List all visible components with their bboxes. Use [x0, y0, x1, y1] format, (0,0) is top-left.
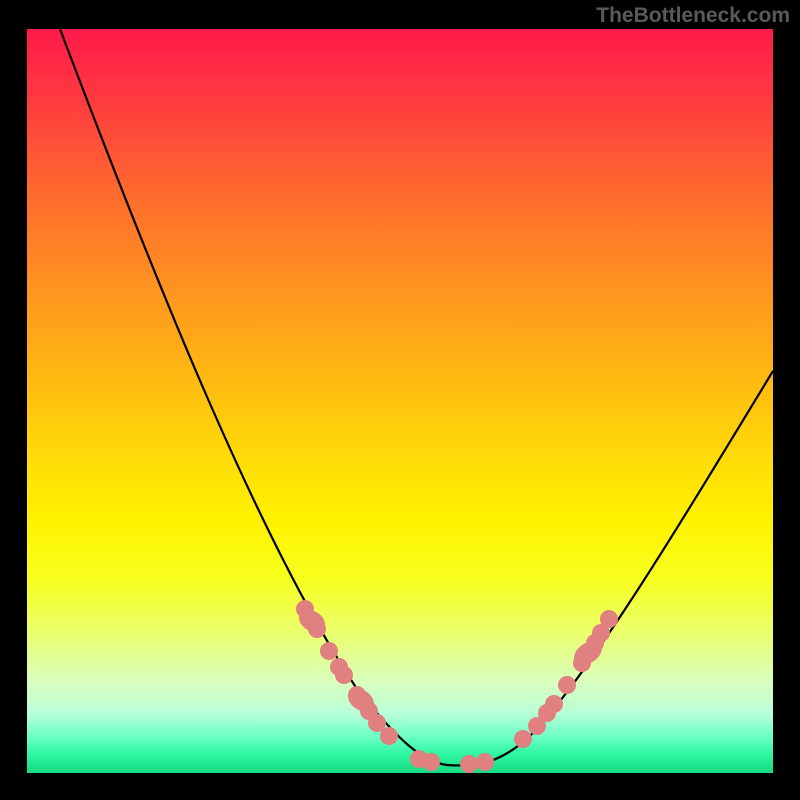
data-marker [545, 695, 563, 713]
data-marker [320, 642, 338, 660]
chart-area [27, 29, 773, 773]
data-marker [600, 610, 618, 628]
data-marker [380, 727, 398, 745]
marker-group [295, 600, 618, 773]
data-marker [460, 755, 478, 773]
data-marker [335, 666, 353, 684]
bottleneck-curve [60, 29, 773, 766]
data-marker [558, 676, 576, 694]
data-marker [422, 753, 440, 771]
data-marker [514, 730, 532, 748]
data-marker [476, 753, 494, 771]
chart-svg [27, 29, 773, 773]
watermark-text: TheBottleneck.com [596, 4, 790, 28]
